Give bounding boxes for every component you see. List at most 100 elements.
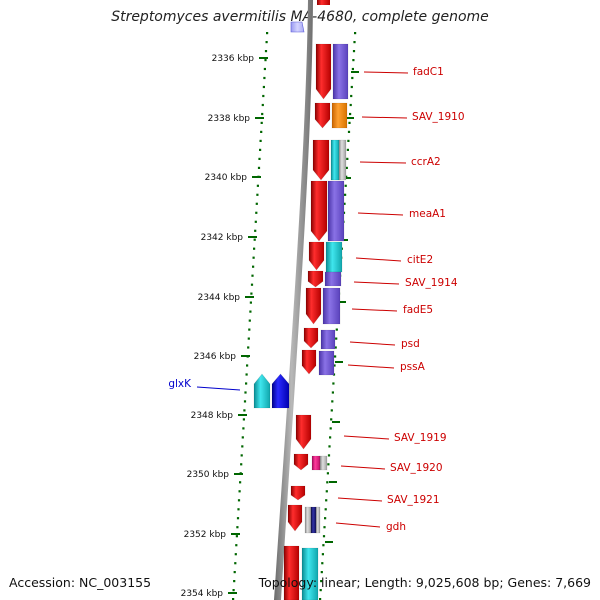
track-dot <box>256 193 259 196</box>
gene-label-sav-1919[interactable]: SAV_1919 <box>394 432 447 444</box>
gene-glxk-part-1[interactable] <box>271 373 290 409</box>
track-dot <box>238 490 241 493</box>
track-dot <box>333 364 336 367</box>
track-dot <box>319 598 322 600</box>
track-dot <box>322 535 326 538</box>
gene-sav-1914[interactable] <box>307 270 324 288</box>
gene-fade5-part-1[interactable] <box>322 287 341 325</box>
gene-glxk[interactable] <box>253 373 271 409</box>
gene-sav-1920-part-2[interactable] <box>319 455 328 471</box>
gene-label-fadc1[interactable]: fadC1 <box>413 66 444 78</box>
gene-ccra2-part-1[interactable] <box>330 139 340 181</box>
track-dot <box>248 328 251 331</box>
gene-psd-part-1[interactable] <box>320 329 336 350</box>
partial-gene-top-red[interactable] <box>317 0 330 5</box>
track-dot <box>242 427 245 430</box>
track-dot <box>252 256 255 259</box>
track-dot <box>248 319 251 322</box>
gene-meaa1-part-1[interactable] <box>327 180 345 242</box>
track-dot <box>345 175 348 178</box>
track-dot <box>349 103 352 107</box>
partial-gene-bottom-cyan[interactable] <box>301 547 319 600</box>
track-dot <box>352 59 355 62</box>
track-dot <box>239 481 242 484</box>
gene-label-sav-1921[interactable]: SAV_1921 <box>387 494 440 506</box>
gene-label-cite2[interactable]: citE2 <box>407 254 433 266</box>
gene-gdh-part-1[interactable] <box>304 506 312 534</box>
gene-label-gdh[interactable]: gdh <box>386 521 406 533</box>
axis-tick-label-2350: 2350 kbp <box>187 470 230 480</box>
track-dot <box>236 526 239 529</box>
track-dot <box>264 59 267 62</box>
track-dot <box>237 508 240 511</box>
gene-label-psd[interactable]: psd <box>401 338 420 350</box>
partial-gene-bottom-red[interactable] <box>283 545 300 600</box>
gene-label-ccra2[interactable]: ccrA2 <box>411 156 441 168</box>
gene-ccra2-part-2[interactable] <box>338 139 347 181</box>
track-dot <box>258 157 261 160</box>
genome-summary-label: Topology: linear; Length: 9,025,608 bp; … <box>258 575 591 590</box>
track-dot <box>346 148 349 151</box>
track-dot <box>250 292 253 295</box>
track-dot <box>234 562 237 565</box>
gene-labels: fadC1 SAV_1910 ccrA2 meaA1 citE2 SAV_1914 fadE… <box>168 66 464 533</box>
track-dot <box>322 544 325 547</box>
track-dot <box>232 598 235 600</box>
track-dot <box>323 526 326 529</box>
gene-label-sav-1910[interactable]: SAV_1910 <box>412 111 465 123</box>
gene-pssa[interactable] <box>301 349 317 375</box>
gene-ccra2[interactable] <box>312 139 330 181</box>
axis-ticks: 2336 kbp 2338 kbp 2340 kbp 2342 kbp 2344 kbp… <box>181 54 359 599</box>
track-dot <box>346 157 349 160</box>
gene-fadc1-part-1[interactable] <box>332 43 349 100</box>
track-dot <box>251 274 254 277</box>
gene-fade5[interactable] <box>305 287 322 325</box>
label-leader-meaa1 <box>357 212 404 216</box>
gene-fadc1[interactable] <box>315 43 332 100</box>
label-leader-ccra2 <box>359 161 407 164</box>
track-dot <box>326 481 329 484</box>
label-leader-sav-1910 <box>361 116 408 119</box>
gene-sav-1910[interactable] <box>314 102 331 129</box>
track-dot <box>240 454 243 457</box>
track-dot <box>254 220 257 223</box>
track-dot <box>243 409 246 412</box>
axis-tick-label-2338: 2338 kbp <box>208 114 251 124</box>
gene-sav-1921[interactable] <box>290 485 306 501</box>
gene-gdh-part-3[interactable] <box>315 506 321 534</box>
gene-gdh-part-2[interactable] <box>310 506 317 534</box>
track-dot <box>237 499 241 502</box>
gene-pssa-part-1[interactable] <box>318 350 335 376</box>
gene-label-sav-1914[interactable]: SAV_1914 <box>405 277 458 289</box>
gene-sav-1919[interactable] <box>295 414 312 450</box>
gene-label-glxk[interactable]: glxK <box>168 378 192 390</box>
track-dot <box>266 32 269 35</box>
gene-label-meaa1[interactable]: meaA1 <box>409 208 446 220</box>
accession-label: Accession: NC_003155 <box>9 575 152 590</box>
track-dot <box>320 571 323 574</box>
track-dot <box>261 103 264 107</box>
track-dot <box>250 283 254 286</box>
gene-gdh[interactable] <box>287 504 303 532</box>
gene-sav-1920-part-1[interactable] <box>311 455 321 471</box>
track-dot <box>246 364 249 367</box>
partial-gene-top-blue[interactable] <box>290 21 305 33</box>
track-dot <box>351 67 354 71</box>
gene-sav-1910-part-1[interactable] <box>331 102 348 129</box>
track-dot <box>264 50 268 53</box>
gene-cite2[interactable] <box>308 241 325 271</box>
gene-psd[interactable] <box>303 327 319 349</box>
gene-label-pssa[interactable]: pssA <box>400 361 426 373</box>
track-dot <box>319 589 322 592</box>
gene-meaa1[interactable] <box>310 180 328 242</box>
track-dot <box>242 418 245 421</box>
gene-sav-1920[interactable] <box>293 453 309 471</box>
track-dot <box>245 382 248 385</box>
gene-label-sav-1920[interactable]: SAV_1920 <box>390 462 443 474</box>
track-dot <box>241 436 244 439</box>
gene-sav-1914-part-1[interactable] <box>324 271 342 287</box>
gene-label-fade5[interactable]: fadE5 <box>403 304 433 316</box>
track-dot <box>247 337 250 340</box>
track-dot <box>327 454 331 457</box>
gene-cite2-part-1[interactable] <box>325 241 343 273</box>
